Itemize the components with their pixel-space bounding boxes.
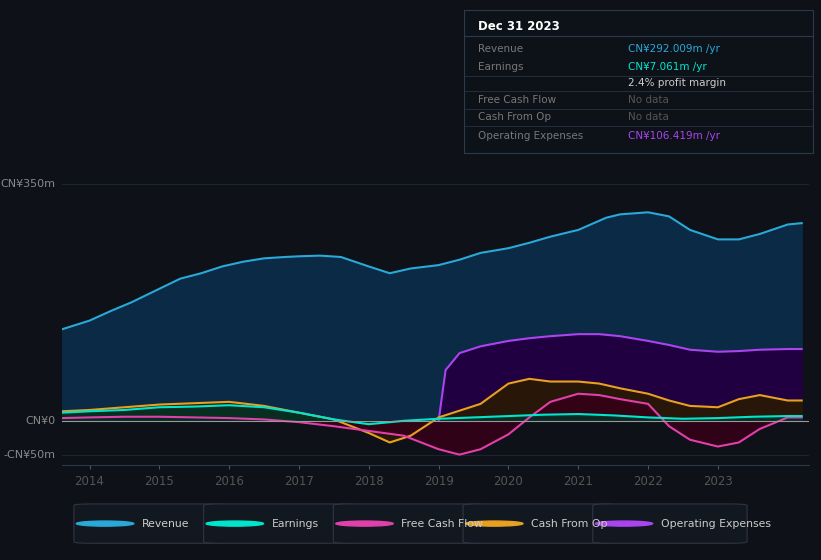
Text: No data: No data	[628, 95, 669, 105]
Circle shape	[336, 521, 393, 526]
Text: Revenue: Revenue	[478, 44, 523, 54]
Text: Cash From Op: Cash From Op	[478, 112, 551, 122]
Circle shape	[206, 521, 264, 526]
FancyBboxPatch shape	[333, 504, 488, 543]
Text: CN¥292.009m /yr: CN¥292.009m /yr	[628, 44, 720, 54]
Circle shape	[466, 521, 523, 526]
Text: Earnings: Earnings	[272, 519, 319, 529]
Text: CN¥106.419m /yr: CN¥106.419m /yr	[628, 130, 720, 141]
Text: CN¥350m: CN¥350m	[1, 179, 56, 189]
FancyBboxPatch shape	[463, 504, 617, 543]
Text: No data: No data	[628, 112, 669, 122]
FancyBboxPatch shape	[593, 504, 747, 543]
Text: -CN¥50m: -CN¥50m	[3, 450, 56, 460]
FancyBboxPatch shape	[74, 504, 228, 543]
Text: Earnings: Earnings	[478, 62, 523, 72]
Text: Free Cash Flow: Free Cash Flow	[478, 95, 556, 105]
Text: Dec 31 2023: Dec 31 2023	[478, 20, 560, 33]
Circle shape	[595, 521, 653, 526]
Text: CN¥0: CN¥0	[25, 416, 56, 426]
Text: Revenue: Revenue	[142, 519, 190, 529]
Text: 2.4% profit margin: 2.4% profit margin	[628, 78, 726, 88]
Text: Cash From Op: Cash From Op	[531, 519, 608, 529]
FancyBboxPatch shape	[204, 504, 358, 543]
Text: Free Cash Flow: Free Cash Flow	[401, 519, 484, 529]
Text: Operating Expenses: Operating Expenses	[661, 519, 771, 529]
Text: CN¥7.061m /yr: CN¥7.061m /yr	[628, 62, 707, 72]
Text: Operating Expenses: Operating Expenses	[478, 130, 583, 141]
Circle shape	[76, 521, 134, 526]
